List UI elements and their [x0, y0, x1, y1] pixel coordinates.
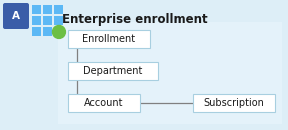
- Text: Enrollment: Enrollment: [82, 34, 136, 44]
- Text: Account: Account: [84, 98, 124, 108]
- FancyBboxPatch shape: [43, 27, 52, 36]
- FancyBboxPatch shape: [68, 94, 140, 112]
- Text: Enterprise enrollment: Enterprise enrollment: [62, 13, 208, 26]
- FancyBboxPatch shape: [54, 5, 63, 14]
- FancyBboxPatch shape: [58, 22, 282, 124]
- FancyBboxPatch shape: [32, 5, 41, 14]
- FancyBboxPatch shape: [54, 16, 63, 25]
- Text: Department: Department: [83, 66, 143, 76]
- FancyBboxPatch shape: [43, 5, 52, 14]
- FancyBboxPatch shape: [68, 62, 158, 80]
- Text: Subscription: Subscription: [204, 98, 264, 108]
- FancyBboxPatch shape: [3, 3, 29, 29]
- Circle shape: [52, 25, 65, 38]
- FancyBboxPatch shape: [193, 94, 275, 112]
- FancyBboxPatch shape: [54, 27, 63, 36]
- FancyBboxPatch shape: [32, 16, 41, 25]
- FancyBboxPatch shape: [32, 27, 41, 36]
- Text: A: A: [12, 11, 20, 21]
- FancyBboxPatch shape: [43, 16, 52, 25]
- FancyBboxPatch shape: [68, 30, 150, 48]
